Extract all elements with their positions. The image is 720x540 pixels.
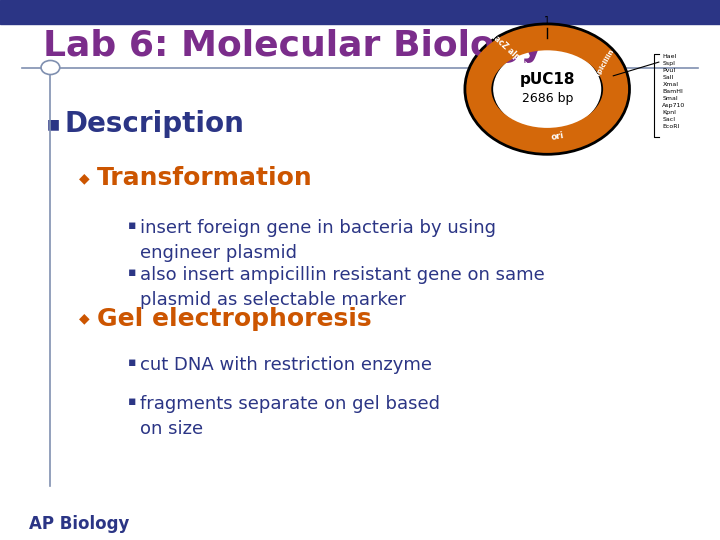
Text: XmaI: XmaI bbox=[662, 82, 678, 87]
Text: also insert ampicillin resistant gene on same
plasmid as selectable marker: also insert ampicillin resistant gene on… bbox=[140, 266, 545, 309]
Text: HaeI: HaeI bbox=[662, 54, 677, 59]
Text: ▪: ▪ bbox=[127, 219, 136, 232]
Text: ▪: ▪ bbox=[127, 395, 136, 408]
Text: pUC18: pUC18 bbox=[519, 72, 575, 87]
Text: SalI: SalI bbox=[662, 75, 674, 80]
Text: Gel electrophoresis: Gel electrophoresis bbox=[97, 307, 372, 330]
Text: Description: Description bbox=[65, 110, 245, 138]
Text: BamHI: BamHI bbox=[662, 89, 683, 94]
Text: ◆: ◆ bbox=[79, 312, 90, 326]
Text: ■: ■ bbox=[47, 117, 60, 131]
Text: AP Biology: AP Biology bbox=[29, 515, 129, 533]
Text: ▪: ▪ bbox=[127, 266, 136, 279]
Circle shape bbox=[494, 49, 600, 129]
Text: ▪: ▪ bbox=[127, 356, 136, 369]
Text: ori: ori bbox=[550, 131, 564, 142]
Text: fragments separate on gel based
on size: fragments separate on gel based on size bbox=[140, 395, 441, 438]
Text: PvuI: PvuI bbox=[662, 68, 675, 73]
Text: Ampicillin: Ampicillin bbox=[591, 48, 616, 85]
Text: SspI: SspI bbox=[662, 61, 675, 66]
Text: KpnI: KpnI bbox=[662, 110, 676, 116]
Text: lacZ alpha: lacZ alpha bbox=[490, 32, 529, 69]
Text: ◆: ◆ bbox=[79, 171, 90, 185]
Text: cut DNA with restriction enzyme: cut DNA with restriction enzyme bbox=[140, 356, 433, 374]
Text: 1: 1 bbox=[544, 16, 550, 26]
Text: SacI: SacI bbox=[662, 117, 675, 123]
Text: EcoRI: EcoRI bbox=[662, 124, 680, 130]
Circle shape bbox=[41, 60, 60, 75]
Text: Asp710: Asp710 bbox=[662, 103, 685, 109]
Text: insert foreign gene in bacteria by using
engineer plasmid: insert foreign gene in bacteria by using… bbox=[140, 219, 496, 262]
FancyBboxPatch shape bbox=[0, 0, 720, 24]
Text: SmaI: SmaI bbox=[662, 96, 678, 102]
Text: Lab 6: Molecular Biology: Lab 6: Molecular Biology bbox=[43, 29, 544, 63]
Text: Transformation: Transformation bbox=[97, 166, 313, 190]
Text: 2686 bp: 2686 bp bbox=[521, 92, 573, 105]
